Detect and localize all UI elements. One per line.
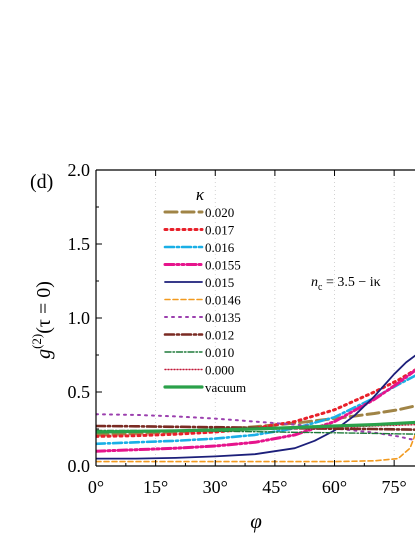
legend-label-0.000: 0.000 xyxy=(205,363,234,378)
x-tick-label-45: 45° xyxy=(262,477,287,497)
annotation-n: n xyxy=(311,275,318,290)
series-line-vacuum xyxy=(96,420,415,434)
y-tick-label-0.5: 0.5 xyxy=(68,382,91,402)
y-label-base: g xyxy=(33,349,55,359)
x-tick-label-30: 30° xyxy=(203,477,228,497)
series-line-0.0155 xyxy=(96,368,415,453)
y-tick-label-0: 0.0 xyxy=(68,456,91,476)
refractive-index-annotation: nc = 3.5 − iκ xyxy=(311,275,381,293)
series-line-0.015 xyxy=(96,354,415,460)
x-tick-label-0: 0° xyxy=(88,477,104,497)
x-axis-label: φ xyxy=(250,509,262,533)
y-axis-label: g(2)(τ = 0) xyxy=(29,281,55,359)
legend-label-0.012: 0.012 xyxy=(205,328,234,343)
x-tick-label-60: 60° xyxy=(322,477,347,497)
legend-label-vacuum: vacuum xyxy=(205,380,246,395)
svg-text:g(2)(τ = 0): g(2)(τ = 0) xyxy=(29,281,55,359)
y-label-sup: (2) xyxy=(29,334,44,349)
panel-label: (d) xyxy=(30,171,53,193)
y-tick-label-1: 1.0 xyxy=(68,308,91,328)
x-tick-label-75: 75° xyxy=(382,477,407,497)
series-line-0.017 xyxy=(96,368,415,438)
legend-label-0.015: 0.015 xyxy=(205,275,234,290)
y-tick-label-2: 2.0 xyxy=(68,160,91,180)
series-line-0.010 xyxy=(96,429,415,435)
annotation-rest: = 3.5 − iκ xyxy=(322,275,380,290)
legend-label-0.020: 0.020 xyxy=(205,205,234,220)
legend-label-0.016: 0.016 xyxy=(205,240,235,255)
annotation-sub: c xyxy=(318,282,323,293)
y-tick-label-1.5: 1.5 xyxy=(68,234,91,254)
legend-title: κ xyxy=(196,185,205,204)
grid xyxy=(155,170,395,466)
legend-label-0.017: 0.017 xyxy=(205,223,235,238)
legend-label-0.0135: 0.0135 xyxy=(205,310,241,325)
axes: 0° 15° 30° 45° 60° 75° 0.0 0.5 1.0 1.5 2.0 xyxy=(68,160,415,497)
series-line-0.0146 xyxy=(96,433,415,463)
x-tick-label-15: 15° xyxy=(143,477,168,497)
legend-label-0.0155: 0.0155 xyxy=(205,258,241,273)
legend: κ0.020 0.017 0.016 0.0155 0.015 0.0146 0.0135 0… xyxy=(163,185,246,395)
legend-label-0.0146: 0.0146 xyxy=(205,293,241,308)
legend-label-0.010: 0.010 xyxy=(205,345,234,360)
y-label-arg: (τ = 0) xyxy=(33,281,55,334)
series-layer xyxy=(96,354,415,463)
